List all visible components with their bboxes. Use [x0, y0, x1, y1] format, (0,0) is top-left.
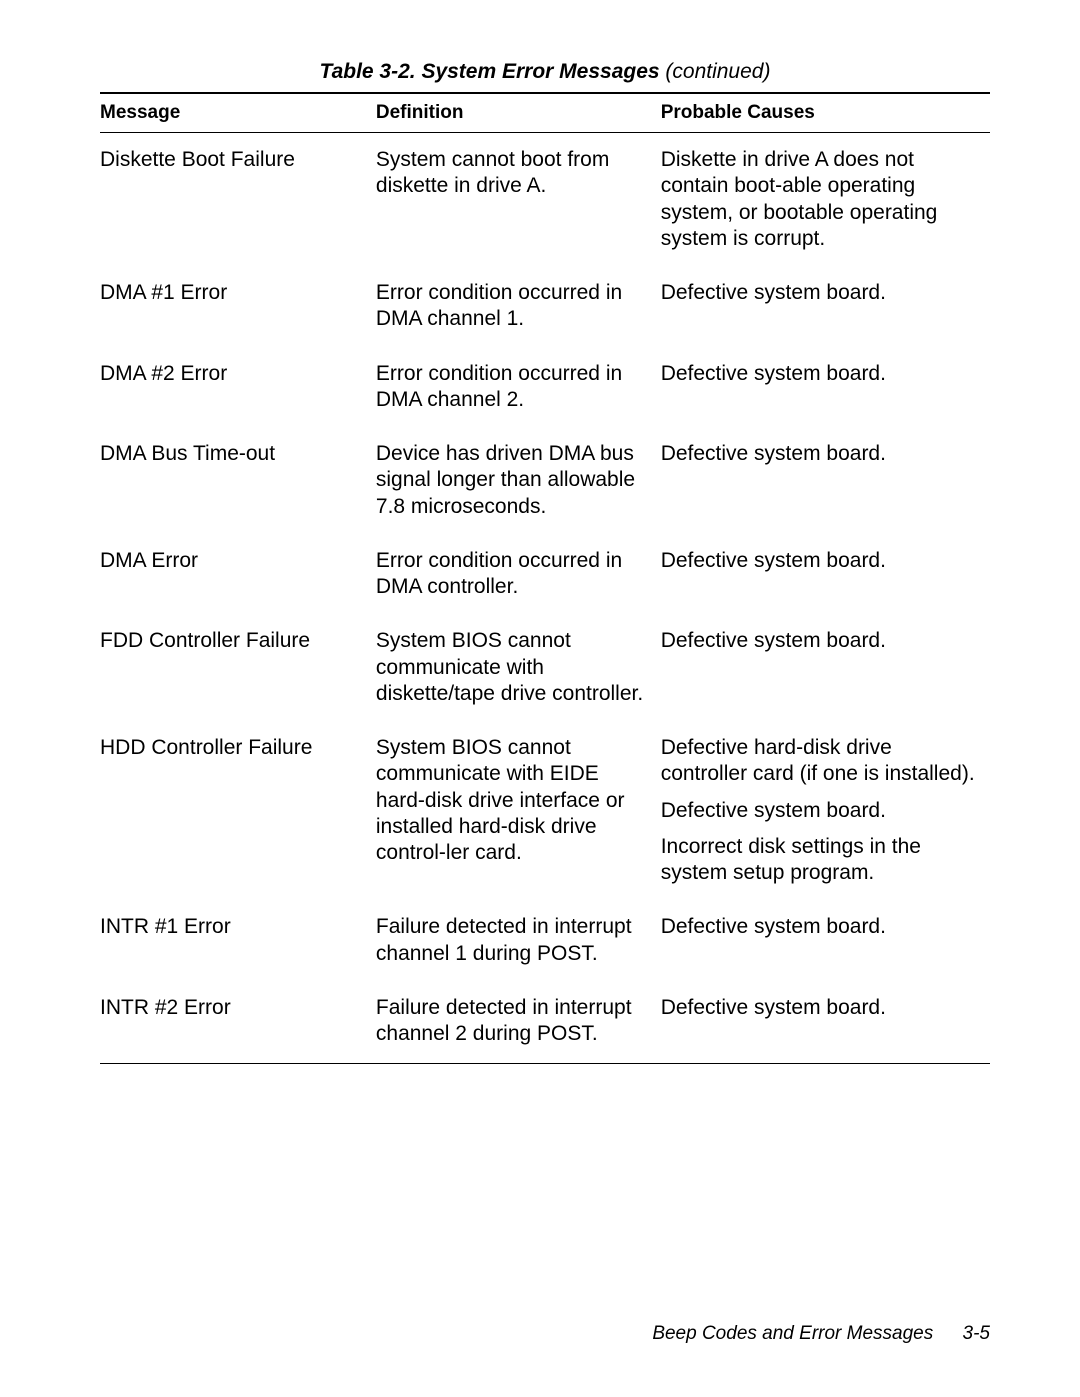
page-container: Table 3-2. System Error Messages (contin… [0, 0, 1080, 1397]
header-causes: Probable Causes [661, 93, 990, 133]
cell-message: DMA #1 Error [100, 266, 376, 347]
cause-text: Diskette in drive A does not contain boo… [661, 147, 980, 252]
footer-section: Beep Codes and Error Messages [652, 1323, 933, 1344]
cell-definition: Failure detected in interrupt channel 1 … [376, 900, 661, 981]
cell-definition: Device has driven DMA bus signal longer … [376, 427, 661, 534]
table-row: DMA Bus Time-outDevice has driven DMA bu… [100, 427, 990, 534]
cause-text: Defective system board. [661, 628, 980, 654]
cell-causes: Defective system board. [661, 427, 990, 534]
cause-text: Defective system board. [661, 914, 980, 940]
cell-causes: Defective hard-disk drive controller car… [661, 721, 990, 900]
cause-text: Incorrect disk settings in the system se… [661, 834, 980, 887]
caption-continued: (continued) [665, 60, 770, 83]
cause-text: Defective system board. [661, 995, 980, 1021]
table-header-row: Message Definition Probable Causes [100, 93, 990, 133]
cause-text: Defective system board. [661, 798, 980, 824]
cell-message: INTR #2 Error [100, 981, 376, 1064]
cell-message: DMA Error [100, 534, 376, 615]
cell-message: Diskette Boot Failure [100, 133, 376, 267]
table-body: Diskette Boot FailureSystem cannot boot … [100, 133, 990, 1064]
cell-causes: Defective system board. [661, 266, 990, 347]
table-row: HDD Controller FailureSystem BIOS cannot… [100, 721, 990, 900]
cell-message: FDD Controller Failure [100, 614, 376, 721]
cause-text: Defective system board. [661, 548, 980, 574]
cell-definition: System BIOS cannot communicate with EIDE… [376, 721, 661, 900]
cell-causes: Defective system board. [661, 981, 990, 1064]
cell-definition: System BIOS cannot communicate with disk… [376, 614, 661, 721]
cause-text: Defective system board. [661, 361, 980, 387]
table-row: INTR #2 ErrorFailure detected in interru… [100, 981, 990, 1064]
cell-definition: Error condition occurred in DMA channel … [376, 266, 661, 347]
cell-causes: Defective system board. [661, 614, 990, 721]
table-row: DMA #2 ErrorError condition occurred in … [100, 347, 990, 428]
table-row: INTR #1 ErrorFailure detected in interru… [100, 900, 990, 981]
cause-text: Defective system board. [661, 280, 980, 306]
header-definition: Definition [376, 93, 661, 133]
cell-definition: System cannot boot from diskette in driv… [376, 133, 661, 267]
table-caption: Table 3-2. System Error Messages (contin… [100, 60, 990, 84]
footer-page-number: 3-5 [963, 1323, 990, 1344]
table-row: Diskette Boot FailureSystem cannot boot … [100, 133, 990, 267]
cause-text: Defective hard-disk drive controller car… [661, 735, 980, 788]
header-message: Message [100, 93, 376, 133]
cell-definition: Error condition occurred in DMA channel … [376, 347, 661, 428]
table-row: DMA #1 ErrorError condition occurred in … [100, 266, 990, 347]
cell-message: HDD Controller Failure [100, 721, 376, 900]
cell-message: INTR #1 Error [100, 900, 376, 981]
error-messages-table: Message Definition Probable Causes Diske… [100, 92, 990, 1064]
cell-definition: Failure detected in interrupt channel 2 … [376, 981, 661, 1064]
cell-causes: Defective system board. [661, 900, 990, 981]
table-row: DMA ErrorError condition occurred in DMA… [100, 534, 990, 615]
cause-text: Defective system board. [661, 441, 980, 467]
cell-message: DMA Bus Time-out [100, 427, 376, 534]
cell-causes: Diskette in drive A does not contain boo… [661, 133, 990, 267]
cell-message: DMA #2 Error [100, 347, 376, 428]
cell-causes: Defective system board. [661, 347, 990, 428]
cell-causes: Defective system board. [661, 534, 990, 615]
page-footer: Beep Codes and Error Messages 3-5 [652, 1323, 990, 1345]
table-row: FDD Controller FailureSystem BIOS cannot… [100, 614, 990, 721]
cell-definition: Error condition occurred in DMA controll… [376, 534, 661, 615]
caption-title: Table 3-2. System Error Messages [320, 60, 666, 83]
